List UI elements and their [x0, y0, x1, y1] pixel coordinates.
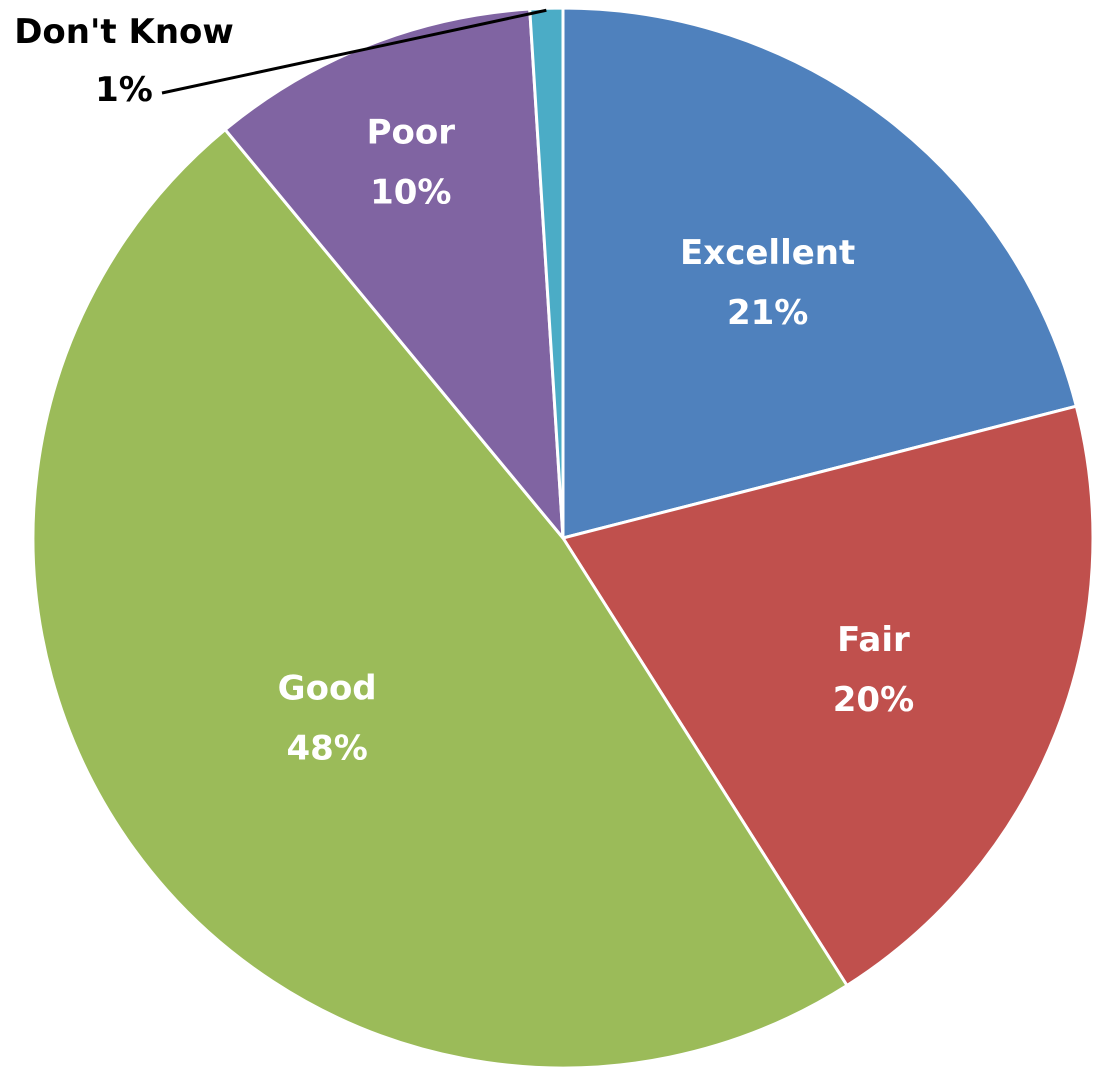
slice-value-excellent: 21% — [727, 293, 808, 333]
slice-label-fair: Fair — [837, 620, 910, 660]
pie-slice-good — [31, 127, 850, 1070]
slice-value-don-t-know: 1% — [95, 70, 153, 110]
slice-label-don-t-know: Don't Know — [14, 12, 234, 52]
slice-value-fair: 20% — [833, 680, 914, 720]
slice-value-poor: 10% — [370, 173, 451, 213]
slice-label-good: Good — [278, 668, 377, 708]
pie-slice-excellent — [561, 6, 1079, 540]
slice-label-excellent: Excellent — [680, 233, 855, 273]
pie-slice-don-t-know — [528, 6, 565, 539]
slice-label-poor: Poor — [367, 113, 456, 153]
pie-slice-poor — [223, 7, 565, 543]
pie-slice-fair — [560, 404, 1093, 988]
callout-line-don-t-know — [161, 8, 547, 95]
slice-value-good: 48% — [286, 728, 367, 768]
